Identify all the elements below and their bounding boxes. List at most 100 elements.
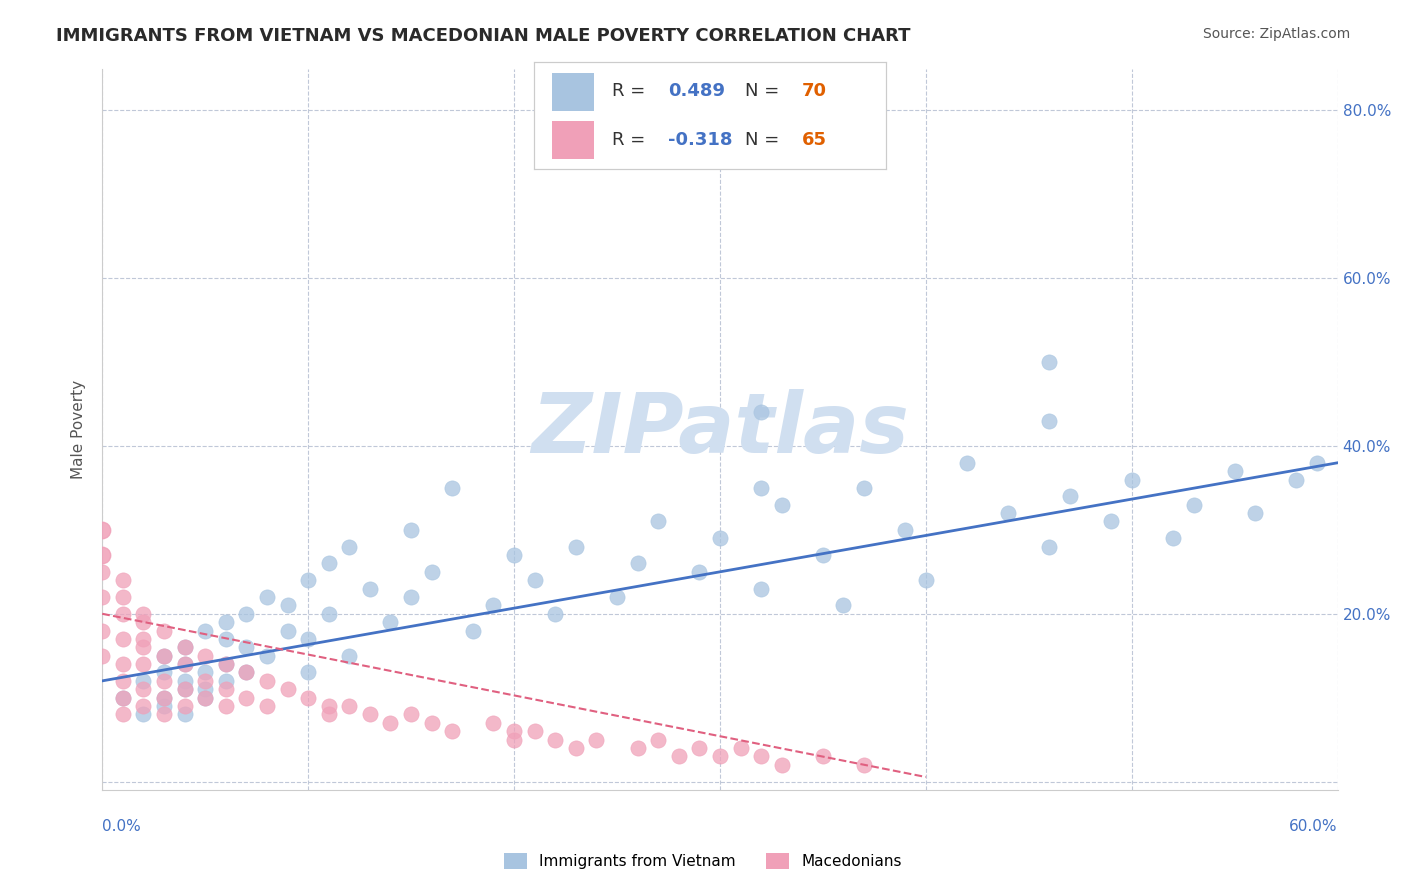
Point <box>215 682 238 697</box>
Point <box>194 665 217 680</box>
Point <box>91 565 114 579</box>
Point <box>1038 540 1060 554</box>
Point <box>132 640 155 655</box>
Text: IMMIGRANTS FROM VIETNAM VS MACEDONIAN MALE POVERTY CORRELATION CHART: IMMIGRANTS FROM VIETNAM VS MACEDONIAN MA… <box>56 27 911 45</box>
Point <box>1038 355 1060 369</box>
Point <box>111 607 134 621</box>
Point <box>153 673 176 688</box>
Point <box>749 481 772 495</box>
Point <box>709 531 731 545</box>
Point <box>523 573 546 587</box>
Text: ZIPatlas: ZIPatlas <box>531 389 908 470</box>
Point <box>399 590 422 604</box>
Point <box>194 690 217 705</box>
Point <box>111 657 134 672</box>
Point <box>173 682 195 697</box>
Point <box>194 673 217 688</box>
Text: -0.318: -0.318 <box>668 130 733 148</box>
Text: N =: N = <box>745 130 779 148</box>
Point <box>153 665 176 680</box>
Point <box>256 699 278 714</box>
Point <box>1161 531 1184 545</box>
Point <box>749 749 772 764</box>
Point <box>359 707 381 722</box>
Point <box>153 648 176 663</box>
Point <box>215 615 238 629</box>
Point <box>606 590 628 604</box>
Point <box>1244 506 1267 520</box>
Point <box>91 624 114 638</box>
FancyBboxPatch shape <box>551 73 593 111</box>
Point <box>730 741 752 756</box>
Point <box>215 699 238 714</box>
Point <box>194 690 217 705</box>
Text: R =: R = <box>612 82 645 100</box>
Point <box>626 557 648 571</box>
Point <box>132 607 155 621</box>
Point <box>235 690 257 705</box>
Point <box>482 599 505 613</box>
Point <box>215 632 238 646</box>
Point <box>276 624 298 638</box>
Point <box>503 724 526 739</box>
Point <box>194 624 217 638</box>
Point <box>1306 456 1329 470</box>
Point <box>173 657 195 672</box>
Point <box>318 557 340 571</box>
Point <box>914 573 936 587</box>
Point <box>565 540 588 554</box>
Point <box>749 582 772 596</box>
Point <box>91 590 114 604</box>
Point <box>173 682 195 697</box>
Point <box>337 699 360 714</box>
Point <box>153 624 176 638</box>
Point <box>153 707 176 722</box>
Point <box>441 724 464 739</box>
Point <box>235 607 257 621</box>
Point <box>318 607 340 621</box>
Point <box>297 632 319 646</box>
Point <box>770 757 793 772</box>
Point <box>544 732 567 747</box>
Point <box>111 690 134 705</box>
Point <box>894 523 917 537</box>
Point <box>1099 515 1122 529</box>
Point <box>461 624 484 638</box>
Point <box>111 573 134 587</box>
Point <box>256 590 278 604</box>
Point <box>688 565 710 579</box>
Point <box>111 590 134 604</box>
Point <box>132 673 155 688</box>
Point <box>997 506 1019 520</box>
Point <box>956 456 979 470</box>
Point <box>194 682 217 697</box>
Point <box>380 615 402 629</box>
Point <box>153 648 176 663</box>
Point <box>173 673 195 688</box>
Point <box>256 648 278 663</box>
Point <box>297 665 319 680</box>
Point <box>709 749 731 764</box>
Point <box>235 640 257 655</box>
Point <box>585 732 607 747</box>
Point <box>173 707 195 722</box>
Point <box>688 741 710 756</box>
Point <box>297 690 319 705</box>
Point <box>153 699 176 714</box>
Point <box>1285 473 1308 487</box>
Point <box>111 690 134 705</box>
Point <box>420 715 443 730</box>
Point <box>441 481 464 495</box>
Point <box>111 632 134 646</box>
Text: 70: 70 <box>801 82 827 100</box>
Point <box>359 582 381 596</box>
Point <box>853 757 876 772</box>
Point <box>1223 464 1246 478</box>
Point <box>132 657 155 672</box>
Legend: Immigrants from Vietnam, Macedonians: Immigrants from Vietnam, Macedonians <box>498 847 908 875</box>
Point <box>215 673 238 688</box>
Point <box>276 682 298 697</box>
Text: 65: 65 <box>801 130 827 148</box>
Point <box>482 715 505 730</box>
Point <box>420 565 443 579</box>
